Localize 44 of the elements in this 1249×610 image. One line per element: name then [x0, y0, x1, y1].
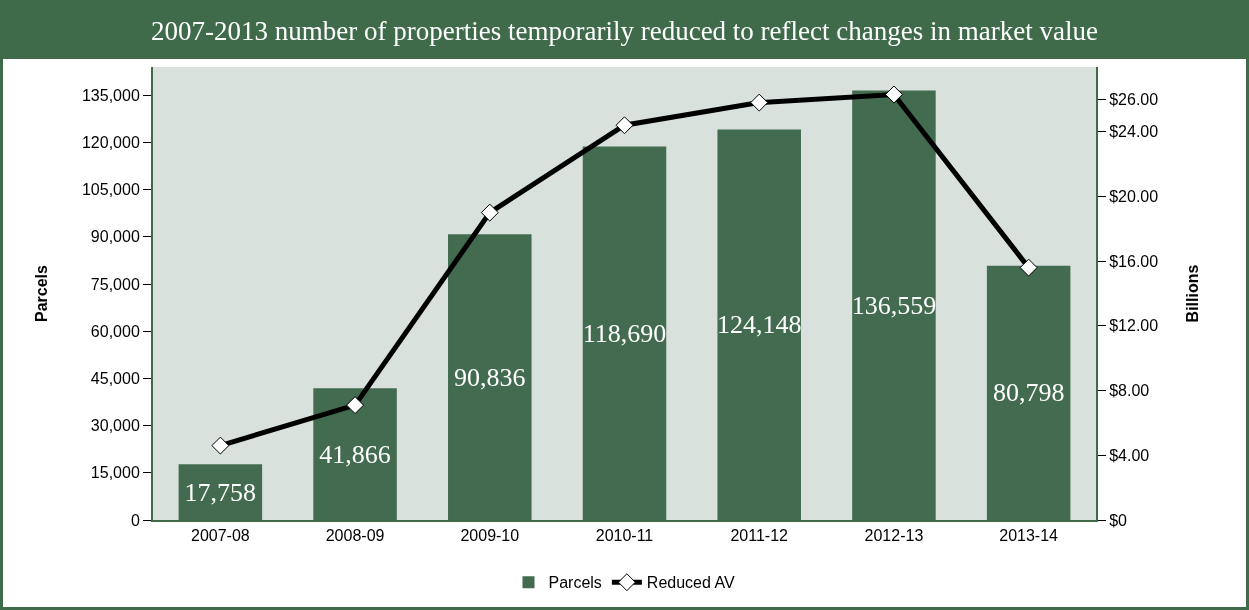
data-label: 41,866 [319, 439, 391, 469]
y-tick-label: 60,000 [90, 322, 140, 340]
y-tick-label: 105,000 [81, 181, 140, 199]
point [750, 93, 769, 112]
data-label: 80,798 [992, 378, 1065, 408]
y-tick-label: 0 [130, 511, 140, 529]
y-tick-label: 15,000 [90, 464, 140, 482]
point [211, 436, 230, 455]
x-tick-label: 2008-09 [325, 527, 385, 545]
y2-tick-label: $26.00 [1109, 90, 1159, 108]
y2-tick-label: $8.00 [1109, 382, 1150, 400]
y2-tick-label: $20.00 [1109, 188, 1159, 206]
y2-tick-label: $0 [1109, 511, 1128, 529]
y2-tick-label: $12.00 [1109, 317, 1159, 335]
x-tick-label: 2013-14 [999, 527, 1059, 545]
y2-tick-label: $4.00 [1109, 446, 1150, 464]
x-tick-label: 2007-08 [191, 527, 250, 545]
y2-axis-title: Billions [1184, 264, 1202, 323]
data-label: 136,559 [851, 290, 937, 320]
data-label: 17,758 [184, 477, 257, 507]
point [615, 116, 634, 135]
point [480, 203, 499, 222]
y-tick-label: 30,000 [90, 417, 140, 435]
x-tick-label: 2010-11 [595, 527, 654, 545]
data-label: 124,148 [716, 310, 802, 340]
y-tick-label: 75,000 [90, 275, 140, 293]
chart-title: 2007-2013 number of properties temporarily reduced to reflect changes in market value [3, 3, 1246, 59]
y2-tick-label: $24.00 [1109, 123, 1159, 141]
data-label: 90,836 [454, 362, 526, 392]
y2-tick-label: $16.00 [1109, 252, 1159, 270]
x-tick-label: 2011-12 [730, 527, 789, 545]
y-tick-label: 45,000 [90, 370, 140, 388]
legend-label: Reduced AV [646, 574, 735, 592]
point [346, 396, 365, 415]
y-tick-label: 135,000 [81, 86, 140, 104]
x-tick-label: 2012-13 [864, 527, 924, 545]
data-label: 118,690 [582, 318, 667, 348]
y-tick-label: 120,000 [81, 134, 140, 152]
point [1019, 258, 1038, 277]
legend-label: Parcels [548, 574, 602, 592]
y-axis-title: Parcels [33, 264, 51, 322]
point [884, 85, 903, 104]
x-tick-label: 2009-10 [460, 527, 520, 545]
y-tick-label: 90,000 [90, 228, 140, 246]
